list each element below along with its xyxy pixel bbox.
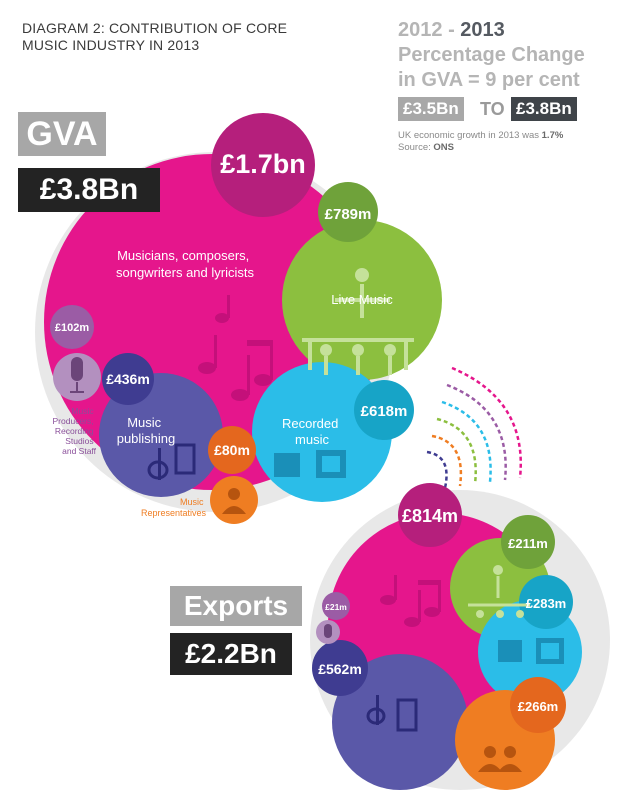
music-producers-label: Music Producers, Recording Studios and S… — [53, 406, 97, 456]
to-word: TO — [480, 99, 505, 119]
gva-live-value: £789m — [325, 206, 372, 223]
diagram-title: DIAGRAM 2: CONTRIBUTION OF CORE MUSIC IN… — [22, 20, 288, 53]
gva-label: GVA — [18, 112, 106, 156]
percentage-change-line: Percentage Change — [398, 44, 585, 66]
live-crowd-icon — [302, 268, 414, 375]
gva-producers-value-bubble — [50, 305, 94, 349]
gva-publishing-value: £436m — [106, 371, 150, 387]
gva-publishing-value-bubble — [102, 353, 154, 405]
representative-person-icon — [222, 488, 246, 514]
gva-producers-value: £102m — [55, 322, 89, 334]
exports-microphone-icon — [324, 624, 332, 638]
music-publishing-label: Music publishing — [117, 415, 176, 446]
year-dash: - — [448, 19, 455, 41]
exports-publishing-value-bubble — [312, 640, 368, 696]
year-range: 2012 - 2013 — [398, 18, 628, 43]
exports-publishing-clef-icon — [366, 695, 418, 732]
gva-reps-value-bubble — [208, 426, 256, 474]
exports-total: £2.2Bn — [170, 633, 292, 675]
gva-total: £3.8Bn — [18, 168, 160, 212]
live-music-label: Live Music — [331, 292, 393, 307]
gva-reps-value: £80m — [214, 442, 250, 458]
exports-musicians-value: £814m — [402, 506, 458, 526]
exports-publishing-bubble — [332, 654, 468, 790]
growth-arrows — [426, 366, 522, 489]
recorded-music-label: Recorded music — [282, 416, 342, 447]
gva-musicians-value-bubble — [211, 113, 315, 217]
exports-musicians-value-bubble — [398, 483, 462, 547]
exports-live-value-bubble — [501, 515, 555, 569]
exports-recorded-value-bubble — [519, 575, 573, 629]
exports-recorded-media-icon — [498, 638, 564, 664]
gva-recorded-value-bubble — [354, 380, 414, 440]
uk-growth-line: UK economic growth in 2013 was 1.7% — [398, 130, 628, 142]
source-label: Source: — [398, 142, 431, 153]
recorded-media-icon — [274, 450, 346, 478]
exports-reps-value-bubble — [510, 677, 566, 733]
exports-producers-value: £21m — [325, 602, 347, 612]
gva-musicians-value: £1.7bn — [220, 149, 306, 179]
year-to: 2013 — [460, 19, 505, 41]
uk-growth-value: 1.7% — [541, 130, 564, 141]
musicians-label: Musicians, composers, songwriters and ly… — [116, 248, 254, 280]
year-from: 2012 — [398, 19, 443, 41]
exports-music-notes-icon — [380, 575, 441, 627]
source-value: ONS — [433, 142, 454, 153]
gva-change-line: in GVA = 9 per cent — [398, 69, 580, 91]
exports-producers-value-bubble — [322, 592, 350, 620]
gva-change-chips: £3.5Bn TO £3.8Bn — [398, 97, 628, 123]
music-representatives-label: Music Representatives — [141, 497, 207, 518]
gva-recorded-value: £618m — [361, 403, 408, 420]
uk-growth-text: UK economic growth in 2013 was — [398, 130, 539, 141]
publishing-clef-icon — [147, 443, 196, 480]
music-notes-icon — [198, 295, 273, 401]
gva-to-chip: £3.8Bn — [511, 97, 577, 121]
percentage-change-heading: 2012 - 2013 Percentage Change in GVA = 9… — [398, 18, 628, 93]
growth-note: UK economic growth in 2013 was 1.7% Sour… — [398, 130, 628, 154]
exports-live-crowd-icon — [468, 565, 530, 618]
exports-reps-value: £266m — [518, 699, 558, 714]
exports-representative-people-icon — [478, 746, 522, 772]
microphone-icon — [70, 357, 84, 393]
exports-publishing-value: £562m — [318, 661, 362, 677]
source-line: Source: ONS — [398, 142, 628, 154]
gva-live-value-bubble — [318, 182, 378, 242]
exports-live-value: £211m — [508, 536, 548, 551]
exports-label: Exports — [170, 586, 302, 626]
exports-recorded-value: £283m — [526, 596, 566, 611]
gva-from-chip: £3.5Bn — [398, 97, 464, 121]
